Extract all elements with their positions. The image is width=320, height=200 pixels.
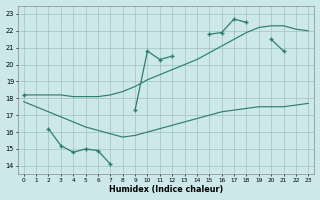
X-axis label: Humidex (Indice chaleur): Humidex (Indice chaleur) xyxy=(109,185,223,194)
